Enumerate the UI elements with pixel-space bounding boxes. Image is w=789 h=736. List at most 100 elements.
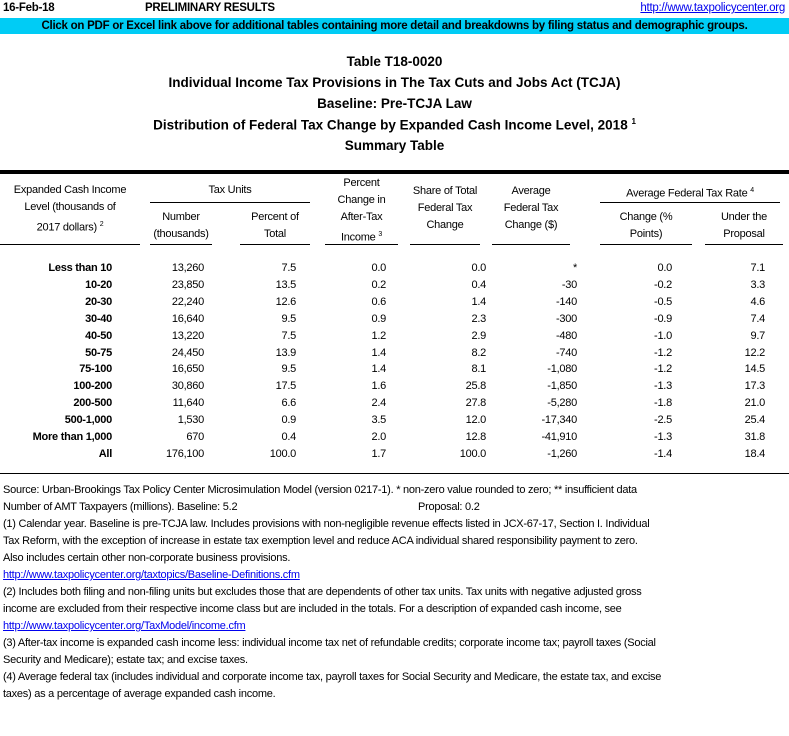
cell-avg-change: -17,340 [541,414,577,427]
header-line: Change [426,219,464,231]
header-line: Federal Tax [417,202,473,214]
cell-pct-change: 1.6 [371,380,386,393]
header-number: Number (thousands) [150,209,212,243]
cell-percent-total: 100.0 [269,447,297,460]
header-line: Federal Tax [503,202,559,214]
header-income-level: Expanded Cash Income Level (thousands of… [0,182,140,237]
cell-income-level: 20-30 [85,295,112,308]
header-line: Change in [337,194,386,206]
cell-number: 24,450 [171,346,204,359]
cell-percent-total: 7.5 [281,329,296,342]
distribution-title: Distribution of Federal Tax Change by Ex… [0,117,789,133]
cell-share: 2.3 [471,312,486,325]
cell-share: 0.4 [471,278,486,291]
header-percent-total: Percent of Total [240,209,310,243]
underline [325,244,398,245]
cell-under-proposal: 3.3 [750,278,765,291]
underline [492,244,570,245]
cell-number: 670 [186,431,204,443]
income-definition-link[interactable]: http://www.taxpolicycenter.org/TaxModel/… [3,620,246,632]
header-line: Percent of [251,211,299,223]
underline [600,244,692,245]
header-line: Total [264,228,286,240]
cell-rate-change: -0.2 [654,278,672,291]
baseline-definitions-link[interactable]: http://www.taxpolicycenter.org/taxtopics… [3,569,300,581]
cell-avg-change: * [572,262,577,274]
cell-percent-total: 12.6 [275,295,297,308]
cell-percent-total: 0.9 [281,414,296,427]
note-4: (4) Average federal tax (includes indivi… [3,671,662,683]
amt-note: Number of AMT Taxpayers (millions). Base… [3,501,238,513]
status-label: PRELIMINARY RESULTS [145,2,275,14]
cell-percent-total: 7.5 [281,262,296,274]
cell-under-proposal: 7.1 [750,262,765,274]
header-line: Change (% [619,211,673,223]
cell-avg-change: -1,260 [547,447,577,460]
header-text: Income [340,231,376,244]
cell-pct-change: 1.4 [371,363,386,376]
header-line: Number [162,211,200,223]
cell-number: 16,640 [171,312,204,325]
cell-rate-change: -1.8 [654,397,672,410]
cell-number: 30,860 [171,380,204,393]
header-tax-units: Tax Units [208,184,252,196]
cell-under-proposal: 17.3 [744,380,766,393]
cell-income-level: 75-100 [79,363,112,376]
cell-percent-total: 13.9 [275,346,297,359]
cell-pct-change: 1.4 [371,346,386,359]
table-number: Table T18-0020 [346,54,443,69]
cell-income-level: All [98,447,113,460]
cell-under-proposal: 4.6 [750,295,765,308]
header-line: 2017 dollars) 2 [0,216,140,237]
header-line: (thousands) [153,228,209,240]
cell-avg-change: -1,080 [547,363,577,376]
header-avg-change: Average Federal Tax Change ($) [490,183,572,234]
cell-under-proposal: 14.5 [744,363,766,376]
cell-pct-change: 0.2 [371,278,386,291]
header-line: Percent [343,177,380,189]
cell-share: 12.8 [465,431,487,443]
site-link[interactable]: http://www.taxpolicycenter.org [640,2,785,14]
baseline-title: Baseline: Pre-TCJA Law [317,96,472,111]
header-line: Level (thousands of [24,201,116,213]
cell-percent-total: 9.5 [281,312,296,325]
cell-under-proposal: 25.4 [744,414,766,427]
header-share: Share of Total Federal Tax Change [405,183,485,234]
cell-rate-change: -0.5 [654,295,672,308]
note-2: (2) Includes both filing and non-filing … [3,586,642,598]
cell-avg-change: -30 [561,278,577,291]
header-under-proposal: Under the Proposal [705,209,783,243]
note-1: (1) Calendar year. Baseline is pre-TCJA … [3,518,650,530]
underline [150,202,310,203]
cell-number: 23,850 [171,278,204,291]
cell-number: 11,640 [172,397,205,410]
cell-under-proposal: 31.8 [744,431,766,443]
cell-share: 2.9 [471,329,486,342]
underline [705,244,783,245]
cell-number: 13,260 [171,262,204,274]
cell-rate-change: -1.2 [654,363,672,376]
underline [0,244,140,245]
cell-share: 25.8 [465,380,487,393]
header-line: Change ($) [504,219,558,231]
amt-proposal: Proposal: 0.2 [418,501,480,513]
note-3: Security and Medicare); estate tax; and … [3,654,248,666]
cell-income-level: 40-50 [85,329,112,342]
cell-avg-change: -300 [555,312,577,325]
summary-title: Summary Table [344,138,445,153]
cell-percent-total: 6.6 [281,397,296,410]
cell-avg-change: -5,280 [547,397,577,410]
cell-income-level: 100-200 [73,380,112,393]
cell-avg-change: -140 [555,295,577,308]
underline [410,244,480,245]
cell-avg-change: -41,910 [541,431,577,443]
cell-rate-change: -1.3 [654,380,672,393]
cell-rate-change: -2.5 [654,414,672,427]
header-line: Expanded Cash Income [13,184,127,196]
cell-pct-change: 0.0 [371,262,386,274]
cell-number: 13,220 [171,329,204,342]
cell-avg-change: -740 [555,346,577,359]
underline [240,244,310,245]
cell-rate-change: -1.4 [654,447,672,460]
cell-pct-change: 1.7 [371,447,386,460]
